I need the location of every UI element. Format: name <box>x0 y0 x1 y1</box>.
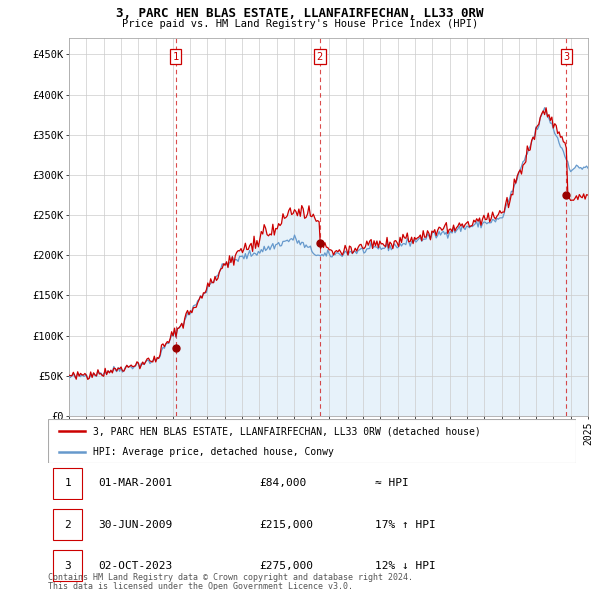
Text: 1: 1 <box>173 51 179 61</box>
Text: Contains HM Land Registry data © Crown copyright and database right 2024.: Contains HM Land Registry data © Crown c… <box>48 573 413 582</box>
Text: 3, PARC HEN BLAS ESTATE, LLANFAIRFECHAN, LL33 0RW (detached house): 3, PARC HEN BLAS ESTATE, LLANFAIRFECHAN,… <box>93 427 481 436</box>
Text: 17% ↑ HPI: 17% ↑ HPI <box>376 520 436 529</box>
Text: 30-JUN-2009: 30-JUN-2009 <box>98 520 172 529</box>
Text: HPI: Average price, detached house, Conwy: HPI: Average price, detached house, Conw… <box>93 447 334 457</box>
Text: 01-MAR-2001: 01-MAR-2001 <box>98 478 172 488</box>
Text: Price paid vs. HM Land Registry's House Price Index (HPI): Price paid vs. HM Land Registry's House … <box>122 19 478 29</box>
Text: This data is licensed under the Open Government Licence v3.0.: This data is licensed under the Open Gov… <box>48 582 353 590</box>
Bar <box>53 509 82 540</box>
Bar <box>53 550 82 581</box>
Text: 12% ↓ HPI: 12% ↓ HPI <box>376 561 436 571</box>
Text: ≈ HPI: ≈ HPI <box>376 478 409 488</box>
Text: 02-OCT-2023: 02-OCT-2023 <box>98 561 172 571</box>
Text: 2: 2 <box>64 520 71 529</box>
Text: 3: 3 <box>563 51 569 61</box>
Text: 3: 3 <box>64 561 71 571</box>
Text: 1: 1 <box>64 478 71 488</box>
Text: £215,000: £215,000 <box>259 520 313 529</box>
Text: £84,000: £84,000 <box>259 478 307 488</box>
Text: £275,000: £275,000 <box>259 561 313 571</box>
Text: 2: 2 <box>317 51 323 61</box>
Bar <box>53 468 82 499</box>
Text: 3, PARC HEN BLAS ESTATE, LLANFAIRFECHAN, LL33 0RW: 3, PARC HEN BLAS ESTATE, LLANFAIRFECHAN,… <box>116 7 484 20</box>
